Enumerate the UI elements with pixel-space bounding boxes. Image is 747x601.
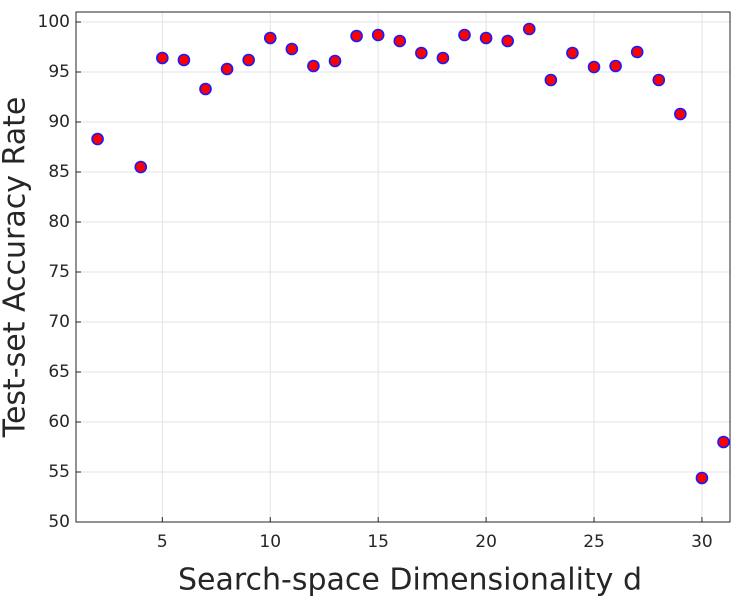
point bbox=[458, 28, 471, 42]
x-tick-label: 25 bbox=[583, 532, 605, 552]
y-tick-label: 50 bbox=[48, 512, 70, 532]
point bbox=[91, 132, 104, 146]
point bbox=[587, 60, 601, 74]
point bbox=[285, 42, 299, 56]
point bbox=[609, 59, 622, 73]
y-tick-label: 70 bbox=[48, 312, 70, 332]
point bbox=[371, 28, 385, 42]
point bbox=[220, 62, 234, 76]
point bbox=[566, 46, 579, 60]
x-axis-label: Search-space Dimensionality d bbox=[178, 563, 642, 598]
x-tick-label: 15 bbox=[367, 532, 389, 552]
y-tick-label: 95 bbox=[48, 62, 70, 82]
point bbox=[652, 73, 666, 87]
point bbox=[199, 82, 212, 96]
point bbox=[328, 54, 342, 68]
x-tick-label: 5 bbox=[157, 532, 168, 552]
point bbox=[479, 31, 493, 45]
y-tick-label: 65 bbox=[48, 362, 70, 382]
y-tick-label: 75 bbox=[48, 262, 70, 282]
plot-area bbox=[76, 12, 730, 522]
point bbox=[307, 59, 320, 73]
point bbox=[436, 51, 450, 65]
x-tick-label: 10 bbox=[259, 532, 281, 552]
point bbox=[522, 22, 536, 36]
y-tick-label: 100 bbox=[38, 12, 70, 32]
point bbox=[695, 471, 709, 485]
point bbox=[134, 160, 148, 174]
plot-border bbox=[75, 11, 731, 523]
point bbox=[501, 34, 514, 48]
y-tick-label: 80 bbox=[48, 212, 70, 232]
point bbox=[674, 107, 687, 121]
x-tick-label: 30 bbox=[691, 532, 713, 552]
point bbox=[393, 34, 407, 48]
y-axis-label: Test-set Accuracy Rate bbox=[0, 97, 33, 439]
y-tick-label: 55 bbox=[48, 462, 70, 482]
point bbox=[350, 29, 363, 43]
point bbox=[242, 53, 255, 67]
point bbox=[177, 53, 191, 67]
point bbox=[630, 45, 644, 59]
y-tick-label: 60 bbox=[48, 412, 70, 432]
x-tick-label: 20 bbox=[475, 532, 497, 552]
point bbox=[415, 46, 428, 60]
point bbox=[717, 435, 730, 449]
y-tick-label: 85 bbox=[48, 162, 70, 182]
point bbox=[156, 51, 169, 65]
point bbox=[263, 31, 277, 45]
point bbox=[544, 73, 558, 87]
y-tick-label: 90 bbox=[48, 112, 70, 132]
